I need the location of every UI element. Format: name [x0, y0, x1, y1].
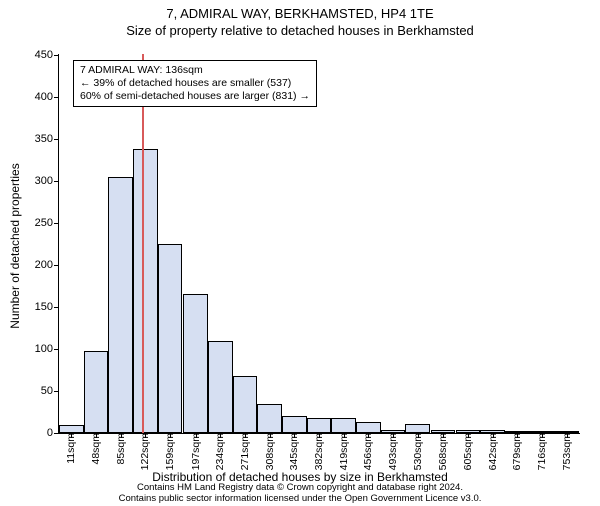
ytick-label: 150: [35, 301, 53, 313]
histogram-bar: [233, 376, 258, 433]
ytick-label: 50: [41, 385, 53, 397]
xtick-label: 159sqm: [164, 433, 176, 470]
ytick-mark: [54, 349, 59, 350]
histogram-bar: [356, 422, 381, 433]
histogram-bar: [84, 351, 109, 433]
chart-title-line1: 7, ADMIRAL WAY, BERKHAMSTED, HP4 1TE: [0, 6, 600, 21]
histogram-bar: [108, 177, 133, 433]
xtick-label: 605sqm: [462, 433, 474, 470]
histogram-bar: [133, 149, 158, 433]
xtick-label: 753sqm: [561, 433, 573, 470]
ytick-mark: [54, 391, 59, 392]
info-line-2: ← 39% of detached houses are smaller (53…: [80, 77, 310, 90]
histogram-bar: [331, 418, 356, 433]
ytick-label: 200: [35, 259, 53, 271]
info-line-3: 60% of semi-detached houses are larger (…: [80, 90, 310, 103]
chart-container: 7, ADMIRAL WAY, BERKHAMSTED, HP4 1TE Siz…: [0, 6, 600, 506]
histogram-bar: [405, 424, 430, 433]
ytick-label: 0: [47, 427, 53, 439]
xtick-label: 679sqm: [511, 433, 523, 470]
xtick-label: 271sqm: [239, 433, 251, 470]
ytick-label: 250: [35, 217, 53, 229]
xtick-label: 419sqm: [338, 433, 350, 470]
ytick-label: 450: [35, 49, 53, 61]
footer-line-1: Contains HM Land Registry data © Crown c…: [0, 483, 600, 493]
histogram-bar: [183, 294, 208, 433]
xtick-label: 568sqm: [437, 433, 449, 470]
ytick-label: 400: [35, 91, 53, 103]
xtick-label: 493sqm: [387, 433, 399, 470]
xtick-label: 48sqm: [90, 433, 102, 465]
xtick-label: 11sqm: [65, 433, 77, 464]
marker-line: [142, 54, 144, 433]
ytick-mark: [54, 139, 59, 140]
footer-line-2: Contains public sector information licen…: [0, 494, 600, 504]
ytick-mark: [54, 307, 59, 308]
xtick-label: 308sqm: [264, 433, 276, 470]
xtick-label: 122sqm: [139, 433, 151, 470]
ytick-label: 350: [35, 133, 53, 145]
histogram-bar: [59, 425, 84, 433]
xtick-label: 456sqm: [362, 433, 374, 470]
xtick-label: 197sqm: [190, 433, 202, 470]
xtick-label: 716sqm: [536, 433, 548, 470]
xtick-label: 234sqm: [214, 433, 226, 470]
ytick-mark: [54, 55, 59, 56]
histogram-bar: [307, 418, 332, 433]
histogram-bar: [257, 404, 282, 433]
xtick-label: 530sqm: [412, 433, 424, 470]
ytick-mark: [54, 265, 59, 266]
plot-area: 05010015020025030035040045011sqm48sqm85s…: [58, 54, 580, 434]
info-box: 7 ADMIRAL WAY: 136sqm ← 39% of detached …: [73, 60, 317, 107]
chart-footer: Contains HM Land Registry data © Crown c…: [0, 483, 600, 504]
histogram-bar: [208, 341, 233, 433]
ytick-label: 300: [35, 175, 53, 187]
ytick-mark: [54, 223, 59, 224]
ytick-label: 100: [35, 343, 53, 355]
chart-title-line2: Size of property relative to detached ho…: [0, 23, 600, 38]
info-line-1: 7 ADMIRAL WAY: 136sqm: [80, 64, 310, 77]
y-axis-label: Number of detached properties: [8, 163, 22, 328]
histogram-bar: [282, 416, 307, 433]
xtick-label: 345sqm: [288, 433, 300, 470]
xtick-label: 642sqm: [487, 433, 499, 470]
xtick-label: 85sqm: [115, 433, 127, 465]
ytick-mark: [54, 181, 59, 182]
ytick-mark: [54, 97, 59, 98]
xtick-label: 382sqm: [313, 433, 325, 470]
histogram-bar: [158, 244, 183, 433]
